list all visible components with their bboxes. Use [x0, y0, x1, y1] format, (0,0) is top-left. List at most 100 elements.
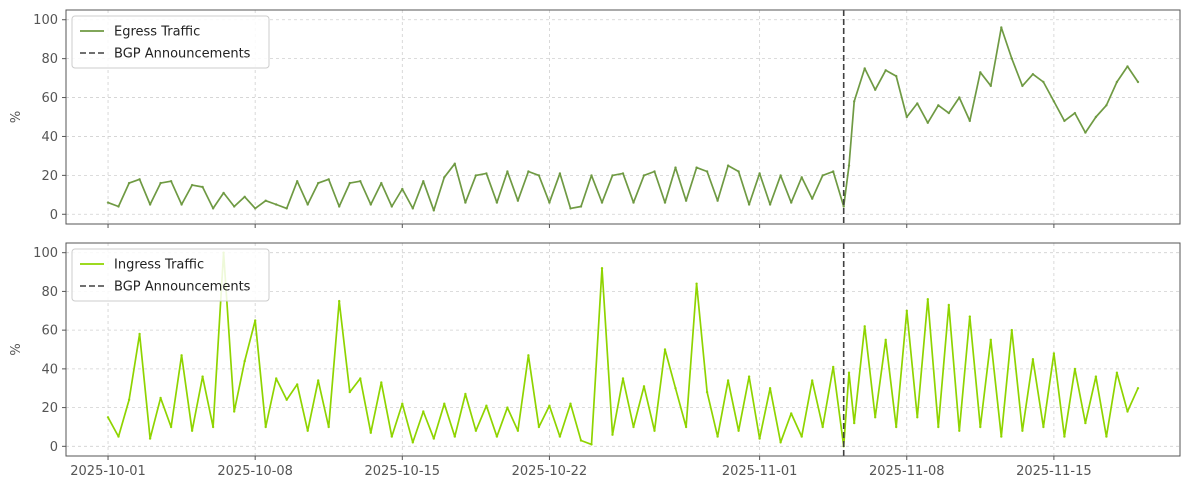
data-point: [359, 180, 362, 183]
data-point: [737, 429, 740, 432]
data-point: [485, 404, 488, 407]
data-point: [1126, 410, 1129, 413]
data-point: [1073, 367, 1077, 371]
data-point: [1136, 387, 1140, 390]
data-point: [632, 425, 635, 429]
data-point: [958, 429, 961, 432]
data-point: [254, 207, 257, 210]
data-point: [569, 402, 572, 405]
data-point: [1021, 84, 1024, 88]
data-point: [663, 348, 667, 351]
data-point: [590, 443, 593, 446]
data-point: [768, 203, 772, 206]
data-point: [1031, 358, 1035, 361]
data-point: [338, 205, 341, 208]
data-point: [621, 172, 625, 175]
data-point: [726, 164, 730, 167]
data-point: [296, 383, 299, 386]
data-point: [600, 201, 604, 204]
data-point: [821, 425, 824, 429]
data-point: [1136, 80, 1140, 84]
y-tick-label: 20: [41, 169, 58, 184]
data-point: [380, 181, 383, 185]
data-point: [747, 375, 751, 378]
legend-label-bgp: BGP Announcements: [114, 280, 251, 295]
data-point: [821, 174, 824, 177]
data-point: [684, 199, 688, 202]
data-point: [453, 435, 456, 438]
data-point: [937, 104, 940, 107]
data-point: [1115, 371, 1119, 374]
data-point: [1052, 100, 1056, 103]
data-point: [411, 207, 414, 210]
data-point: [159, 181, 162, 185]
data-point: [905, 309, 908, 312]
data-point: [390, 205, 393, 208]
data-point: [464, 392, 467, 396]
data-point: [779, 174, 782, 177]
data-point: [863, 325, 866, 328]
data-point: [653, 170, 656, 173]
data-point: [317, 181, 320, 185]
data-point: [800, 435, 803, 438]
data-point: [705, 170, 709, 173]
data-point: [958, 96, 961, 99]
data-point: [989, 338, 992, 341]
data-point: [422, 180, 425, 183]
data-point: [600, 267, 604, 270]
data-point: [443, 176, 446, 179]
data-point: [558, 435, 562, 438]
y-tick-label: 40: [41, 362, 58, 377]
data-point: [1042, 425, 1045, 429]
data-point: [916, 102, 919, 105]
data-point: [874, 416, 877, 419]
data-point: [537, 425, 541, 429]
data-point: [590, 174, 593, 177]
data-point: [411, 441, 414, 444]
data-point: [432, 209, 435, 212]
data-point: [884, 338, 887, 341]
data-point: [127, 398, 131, 401]
data-point: [726, 379, 730, 382]
data-point: [790, 412, 793, 415]
data-point: [233, 205, 236, 208]
legend-label-series: Ingress Traffic: [114, 258, 204, 273]
data-point: [222, 191, 225, 195]
data-point: [716, 435, 719, 438]
data-point: [758, 172, 761, 175]
data-point: [832, 365, 835, 369]
data-point: [338, 299, 341, 303]
data-point: [516, 429, 520, 432]
data-point: [947, 303, 950, 307]
data-point: [485, 172, 488, 175]
data-point: [285, 398, 288, 401]
data-point: [516, 199, 520, 202]
data-point: [779, 441, 782, 444]
data-point: [190, 183, 194, 187]
data-point: [768, 387, 772, 390]
data-point: [758, 437, 761, 440]
data-point: [1094, 375, 1098, 378]
data-point: [926, 298, 929, 301]
data-point: [979, 71, 982, 74]
y-tick-label: 80: [41, 285, 58, 300]
x-tick-label: 2025-10-01: [70, 464, 146, 479]
data-point: [359, 377, 362, 380]
data-point: [211, 207, 215, 210]
data-point: [847, 164, 851, 167]
data-point: [632, 201, 635, 204]
data-point: [642, 385, 646, 388]
data-point: [895, 425, 898, 429]
data-point: [747, 203, 751, 206]
data-point: [853, 421, 856, 425]
data-point: [674, 387, 677, 390]
data-point: [1063, 435, 1066, 438]
data-point: [1000, 435, 1003, 438]
data-point: [716, 199, 719, 202]
y-axis-label: %: [9, 111, 24, 123]
panel-egress: 0 20 40 60 80 100% Egress Traffic BGP Announcem…: [9, 9, 1181, 228]
data-point: [201, 375, 204, 378]
data-point: [464, 201, 467, 204]
data-point: [705, 390, 709, 394]
data-point: [1094, 115, 1098, 119]
